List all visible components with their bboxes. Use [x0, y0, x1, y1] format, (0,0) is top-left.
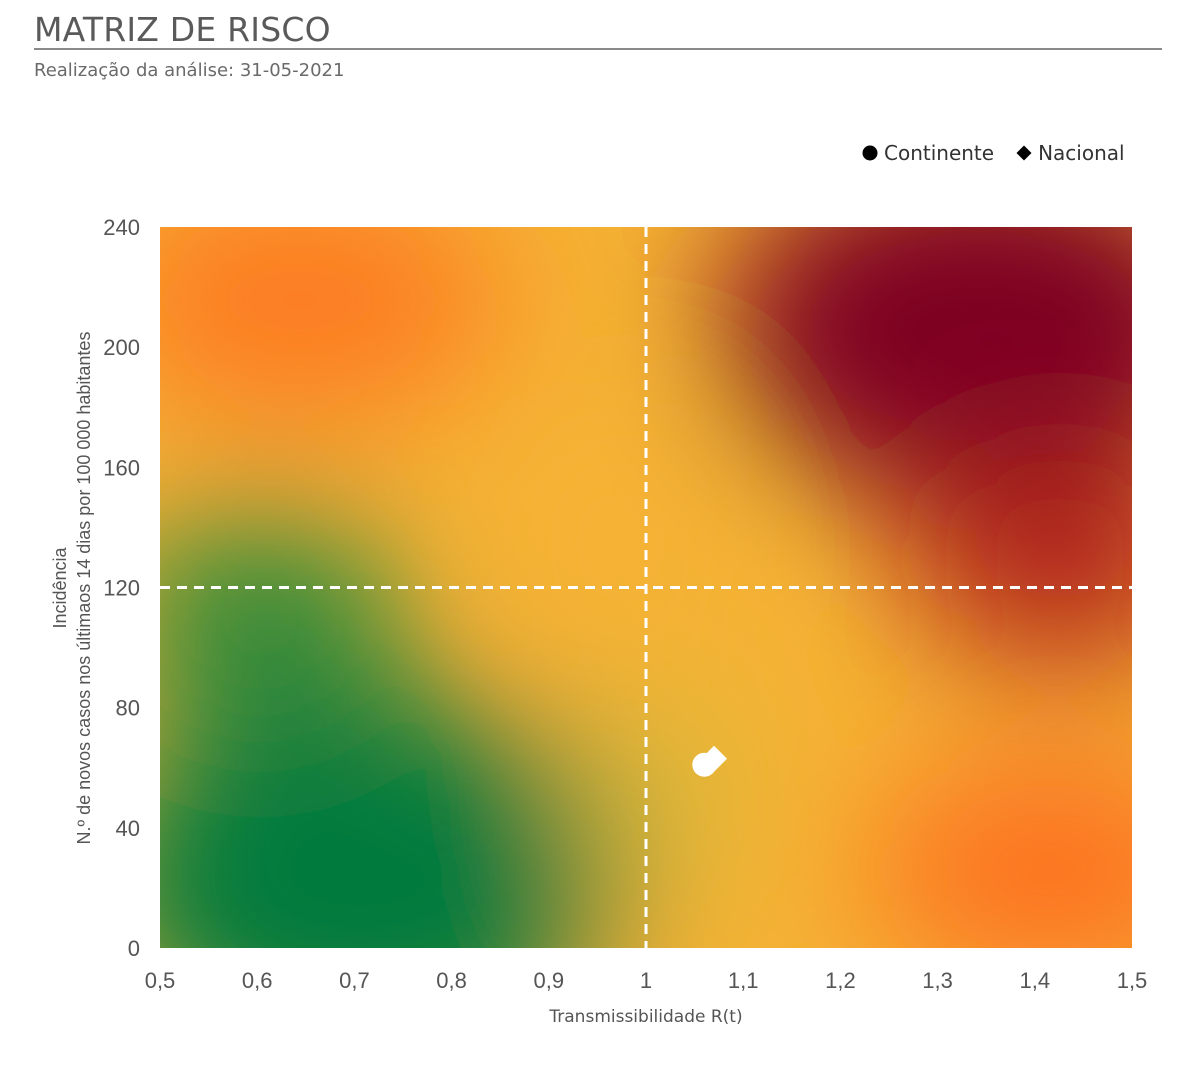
x-tick-label: 0,6 [242, 968, 273, 993]
y-axis-title-line2: N.º de novos casos nos últimaos 14 dias … [74, 332, 94, 845]
legend-item-nacional: Nacional [1016, 141, 1125, 165]
y-tick-label: 160 [103, 455, 140, 480]
analysis-date: Realização da análise: 31-05-2021 [34, 60, 345, 81]
x-tick-label: 0,8 [436, 968, 467, 993]
legend-item-continente: Continente [862, 141, 994, 165]
x-axis-ticks: 0,5 0,6 0,7 0,8 0,9 1 1,1 1,2 1,3 1,4 1,5 [145, 968, 1148, 993]
risk-gradient-background [160, 227, 1132, 948]
y-tick-label: 200 [103, 335, 140, 360]
circle-marker-icon [862, 145, 878, 161]
y-tick-label: 0 [128, 936, 140, 961]
x-tick-label: 0,7 [339, 968, 370, 993]
y-tick-label: 80 [116, 696, 140, 721]
y-axis-ticks: 0 40 80 120 160 200 240 [103, 215, 140, 961]
y-tick-label: 120 [103, 576, 140, 601]
y-axis-title-line1: Incidência [50, 546, 70, 628]
legend-label-continente: Continente [884, 141, 995, 165]
x-tick-label: 0,9 [534, 968, 565, 993]
data-points [692, 745, 728, 777]
legend-label-nacional: Nacional [1038, 141, 1125, 165]
x-tick-label: 1,3 [922, 968, 953, 993]
point-continente [692, 752, 717, 777]
x-tick-label: 1,4 [1020, 968, 1051, 993]
chart-legend: Continente Nacional [862, 141, 1125, 165]
page-title: MATRIZ DE RISCO [34, 10, 331, 49]
x-tick-label: 1 [640, 968, 652, 993]
x-tick-label: 1,5 [1117, 968, 1148, 993]
x-tick-label: 1,1 [728, 968, 759, 993]
title-divider [34, 48, 1162, 50]
x-tick-label: 0,5 [145, 968, 176, 993]
x-axis-title: Transmissibilidade R(t) [548, 1007, 742, 1027]
y-tick-label: 240 [103, 215, 140, 240]
diamond-marker-icon [1016, 145, 1032, 161]
y-tick-label: 40 [116, 816, 140, 841]
x-tick-label: 1,2 [825, 968, 856, 993]
